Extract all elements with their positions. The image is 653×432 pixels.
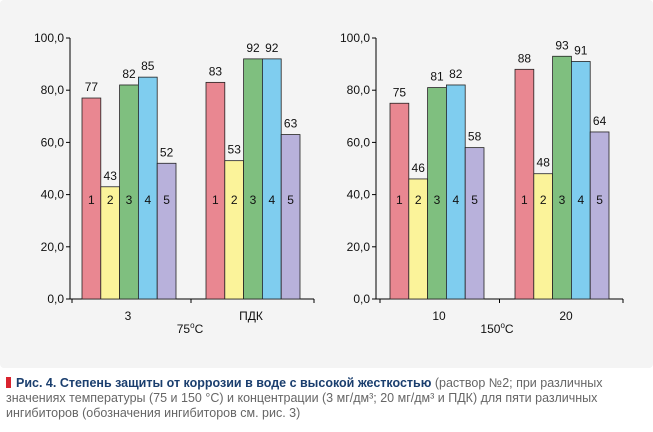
bar-value-label: 58	[468, 130, 482, 144]
bar-series-label: 1	[88, 193, 95, 207]
y-tick-label: 20,0	[347, 240, 371, 254]
group-label: 75oC	[177, 321, 204, 336]
bar	[205, 81, 226, 300]
y-tick-label: 60,0	[41, 135, 65, 149]
bar-value-label: 92	[246, 41, 260, 55]
bar-value-label: 43	[104, 169, 118, 183]
y-tick-label: 0,0	[47, 292, 64, 306]
y-tick-label: 80,0	[41, 83, 65, 97]
bar	[464, 147, 485, 300]
bar-series-label: 1	[521, 193, 528, 207]
bar-series-label: 4	[144, 193, 151, 207]
y-tick-label: 40,0	[347, 188, 371, 202]
y-tick-label: 100,0	[340, 31, 370, 45]
bar-value-label: 48	[537, 156, 551, 170]
bar	[552, 55, 572, 300]
y-tick-label: 20,0	[41, 240, 65, 254]
bar-series-label: 5	[471, 193, 478, 207]
bar-value-label: 52	[160, 145, 174, 159]
bar-value-label: 75	[393, 85, 407, 99]
bar	[119, 84, 139, 300]
bar	[243, 58, 263, 300]
caption-text: (раствор №2; при различных значениях тем…	[6, 376, 603, 420]
bar-series-label: 5	[287, 193, 294, 207]
bar-value-label: 81	[430, 70, 444, 84]
bar	[445, 84, 466, 300]
y-tick-label: 40,0	[41, 188, 65, 202]
bar-value-label: 53	[228, 143, 242, 157]
chart-svg: 0,020,040,060,080,0100,07714328238545253…	[34, 31, 624, 336]
bar-series-label: 3	[250, 193, 257, 207]
group-label: 150oC	[480, 321, 513, 336]
bar-series-label: 2	[415, 193, 422, 207]
bar	[137, 76, 158, 300]
bar-series-label: 4	[268, 193, 275, 207]
bar-series-label: 5	[163, 193, 170, 207]
caption-title: Рис. 4. Степень защиты от коррозии в вод…	[16, 376, 432, 390]
figure-caption: Рис. 4. Степень защиты от коррозии в вод…	[6, 376, 646, 421]
bar-value-label: 91	[574, 43, 588, 57]
bar-series-label: 2	[107, 193, 114, 207]
caption-marker	[6, 377, 11, 388]
bar-value-label: 88	[518, 51, 532, 65]
bar-value-label: 85	[141, 59, 155, 73]
bar-series-label: 3	[126, 193, 133, 207]
y-tick-label: 80,0	[347, 83, 371, 97]
x-category-label: ПДК	[239, 309, 263, 323]
bar-series-label: 5	[596, 193, 603, 207]
bar-value-label: 83	[209, 64, 223, 78]
bar-series-label: 4	[452, 193, 459, 207]
bar-series-label: 4	[577, 193, 584, 207]
x-category-label: 20	[559, 309, 573, 323]
bar	[571, 61, 591, 300]
x-category-label: 3	[125, 309, 132, 323]
bar	[280, 134, 301, 300]
bar-value-label: 82	[449, 67, 463, 81]
bar-value-label: 63	[284, 117, 298, 131]
bar-series-label: 1	[396, 193, 403, 207]
bar-value-label: 93	[555, 38, 569, 52]
bar	[156, 162, 177, 300]
y-tick-label: 60,0	[347, 135, 371, 149]
y-tick-label: 100,0	[34, 31, 64, 45]
bar-value-label: 64	[593, 114, 607, 128]
bar-series-label: 3	[434, 193, 441, 207]
bar	[589, 131, 610, 300]
bar-series-label: 2	[231, 193, 238, 207]
bar-series-label: 2	[540, 193, 547, 207]
x-category-label: 10	[432, 309, 446, 323]
bar-series-label: 1	[212, 193, 219, 207]
bar-series-label: 3	[559, 193, 566, 207]
bar-value-label: 46	[412, 161, 426, 175]
bar	[224, 160, 245, 300]
y-tick-label: 0,0	[353, 292, 370, 306]
bar	[261, 58, 282, 300]
bar-value-label: 77	[85, 80, 99, 94]
bar-value-label: 92	[265, 41, 279, 55]
bar-value-label: 82	[122, 67, 136, 81]
bar	[514, 68, 535, 300]
plot-area: 0,0 20,0 40,0 60,0 80,0 100,0 77 1 43 2 82 3 85 4 52 5 3…	[0, 0, 653, 368]
